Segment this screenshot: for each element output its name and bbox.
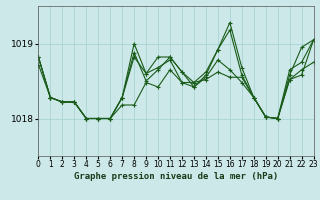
X-axis label: Graphe pression niveau de la mer (hPa): Graphe pression niveau de la mer (hPa) xyxy=(74,172,278,181)
